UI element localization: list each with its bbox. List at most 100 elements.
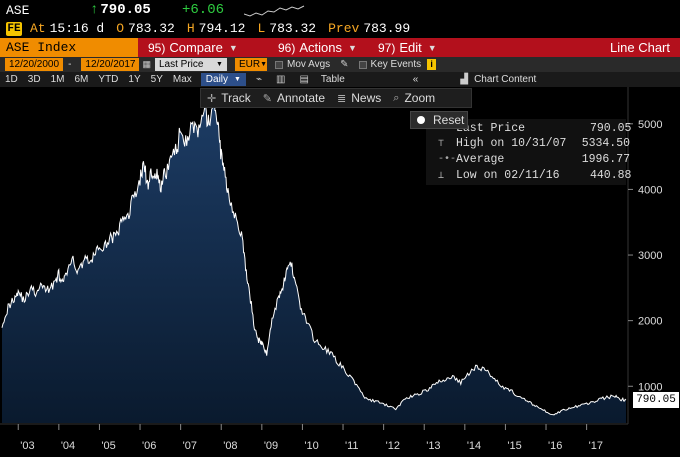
- chart-legend: — Last Price 790.05 ⊤ High on 10/31/07 5…: [426, 119, 632, 185]
- currency-select[interactable]: EUR ▼: [234, 58, 268, 71]
- chevron-down-icon: ▼: [427, 42, 437, 53]
- high-label: H: [186, 21, 195, 36]
- reset-icon: [417, 116, 425, 124]
- price-change: +6.06: [182, 2, 225, 18]
- period-max[interactable]: Max: [172, 74, 192, 85]
- chevron-down-icon: ▼: [260, 61, 268, 68]
- chevron-down-icon: ▼: [216, 61, 223, 68]
- y-tick-label: 3000: [638, 250, 662, 262]
- last-price: ↑ 790.05: [90, 2, 151, 18]
- annotate-tool[interactable]: ✎ Annotate: [262, 91, 326, 105]
- key-events-toggle[interactable]: Key Events: [358, 59, 421, 70]
- high-marker-icon: ⊤: [438, 138, 445, 150]
- ticker-symbol[interactable]: ASE: [6, 3, 30, 18]
- up-arrow-icon: ↑: [90, 2, 99, 18]
- x-tick-label: '17: [589, 440, 603, 452]
- x-tick-label: '12: [386, 440, 400, 452]
- reset-button[interactable]: Reset: [410, 111, 468, 129]
- y-tick-label: 1000: [638, 381, 662, 393]
- command-bar: ASE Index 95) Compare ▼ 96) Actions ▼ 97) Edi…: [0, 38, 680, 57]
- x-tick-label: '08: [223, 440, 237, 452]
- frequency-select[interactable]: Daily ▼: [200, 73, 246, 86]
- y-tick-label: 5000: [638, 119, 662, 131]
- track-tool[interactable]: ✛ Track: [207, 91, 251, 105]
- period-bar: 1D 3D 1M 6M YTD 1Y 5Y Max Daily ▼ ⌁ ▥ ▤ T…: [0, 72, 680, 87]
- control-bar: 12/20/2000 - 12/20/2017 ▦ Last Price ▼ EU…: [0, 57, 680, 72]
- chart-toolbar: ✛ Track ✎ Annotate ≣ News ⌕ Zoom: [200, 88, 472, 108]
- actions-menu[interactable]: 96) Actions ▼: [278, 40, 357, 55]
- high-value: 794.12: [198, 21, 246, 36]
- y-tick-label: 4000: [638, 184, 662, 196]
- x-tick-label: '07: [183, 440, 197, 452]
- chart-type-label[interactable]: Line Chart: [610, 40, 670, 55]
- x-tick-label: '06: [142, 440, 156, 452]
- x-tick-label: '10: [304, 440, 318, 452]
- chart-content-icon: ▟: [460, 74, 469, 85]
- table-icon[interactable]: ▤: [299, 74, 309, 85]
- line-chart-icon[interactable]: ⌁: [255, 74, 262, 85]
- x-tick-label: '05: [101, 440, 115, 452]
- period-1m[interactable]: 1M: [50, 74, 65, 85]
- chevron-down-icon: ▼: [234, 76, 241, 83]
- period-1y[interactable]: 1Y: [128, 74, 141, 85]
- chevron-down-icon: ▼: [347, 42, 357, 53]
- security-field[interactable]: ASE Index: [0, 38, 138, 57]
- x-tick-label: '13: [426, 440, 440, 452]
- period-3d[interactable]: 3D: [27, 74, 41, 85]
- calendar-icon[interactable]: ▦: [142, 59, 151, 69]
- quote-details: FE At 15:16 d O 783.32 H 794.12 L 783.32…: [6, 21, 422, 36]
- collapse-chevron-icon[interactable]: «: [412, 74, 419, 85]
- table-button[interactable]: Table: [320, 74, 345, 85]
- x-tick-label: '04: [61, 440, 75, 452]
- open-label: O: [116, 21, 125, 36]
- info-icon[interactable]: i: [427, 59, 437, 70]
- low-value: 783.32: [269, 21, 317, 36]
- date-separator: -: [68, 59, 72, 70]
- price-line: [1, 95, 627, 416]
- pencil-icon[interactable]: ✎: [340, 59, 349, 70]
- news-tool[interactable]: ≣ News: [337, 91, 382, 105]
- prev-value: 783.99: [363, 21, 411, 36]
- start-date-input[interactable]: 12/20/2000: [5, 58, 64, 71]
- legend-average: -•- Average 1996.77: [438, 153, 630, 166]
- time-value: 15:16 d: [49, 21, 105, 36]
- pencil-icon: ✎: [262, 92, 272, 105]
- checkbox-icon: [358, 60, 367, 69]
- magnifier-icon: ⌕: [393, 91, 400, 104]
- crosshair-icon: ✛: [207, 92, 217, 105]
- period-ytd[interactable]: YTD: [98, 74, 119, 85]
- period-5y[interactable]: 5Y: [150, 74, 163, 85]
- news-icon: ≣: [337, 92, 347, 105]
- y-tick-label: 2000: [638, 316, 662, 328]
- end-date-input[interactable]: 12/20/2017: [81, 58, 140, 71]
- compare-menu[interactable]: 95) Compare ▼: [148, 40, 238, 55]
- edit-menu[interactable]: 97) Edit ▼: [378, 40, 437, 55]
- mov-avgs-toggle[interactable]: Mov Avgs: [274, 59, 330, 70]
- chart-content-button[interactable]: Chart Content: [474, 74, 537, 85]
- quote-bar: ASE ↑ 790.05 +6.06 FE At 15:16 d O 783.32…: [0, 0, 680, 38]
- legend-high: ⊤ High on 10/31/07 5334.50: [438, 137, 630, 150]
- period-6m[interactable]: 6M: [74, 74, 89, 85]
- bar-chart-icon[interactable]: ▥: [275, 74, 286, 85]
- period-1d[interactable]: 1D: [5, 74, 18, 85]
- field-select[interactable]: Last Price ▼: [154, 58, 227, 71]
- sparkline: [244, 5, 305, 17]
- open-value: 783.32: [128, 21, 175, 36]
- chevron-down-icon: ▼: [228, 42, 238, 53]
- zoom-tool[interactable]: ⌕ Zoom: [393, 91, 436, 105]
- average-marker-icon: -•-: [438, 154, 457, 165]
- last-value-label: 790.05: [633, 392, 679, 409]
- low-marker-icon: ⊥: [438, 170, 445, 182]
- checkbox-icon: [274, 60, 283, 69]
- x-tick-label: '03: [20, 440, 34, 452]
- time-label: At: [30, 21, 46, 36]
- x-tick-label: '16: [548, 440, 562, 452]
- x-tick-label: '09: [264, 440, 278, 452]
- x-tick-label: '15: [507, 440, 521, 452]
- x-tick-label: '11: [345, 440, 359, 452]
- low-label: L: [257, 21, 266, 36]
- x-tick-label: '14: [467, 440, 481, 452]
- exchange-badge-icon: FE: [6, 21, 22, 36]
- prev-label: Prev: [328, 21, 360, 36]
- legend-low: ⊥ Low on 02/11/16 440.88: [438, 169, 632, 182]
